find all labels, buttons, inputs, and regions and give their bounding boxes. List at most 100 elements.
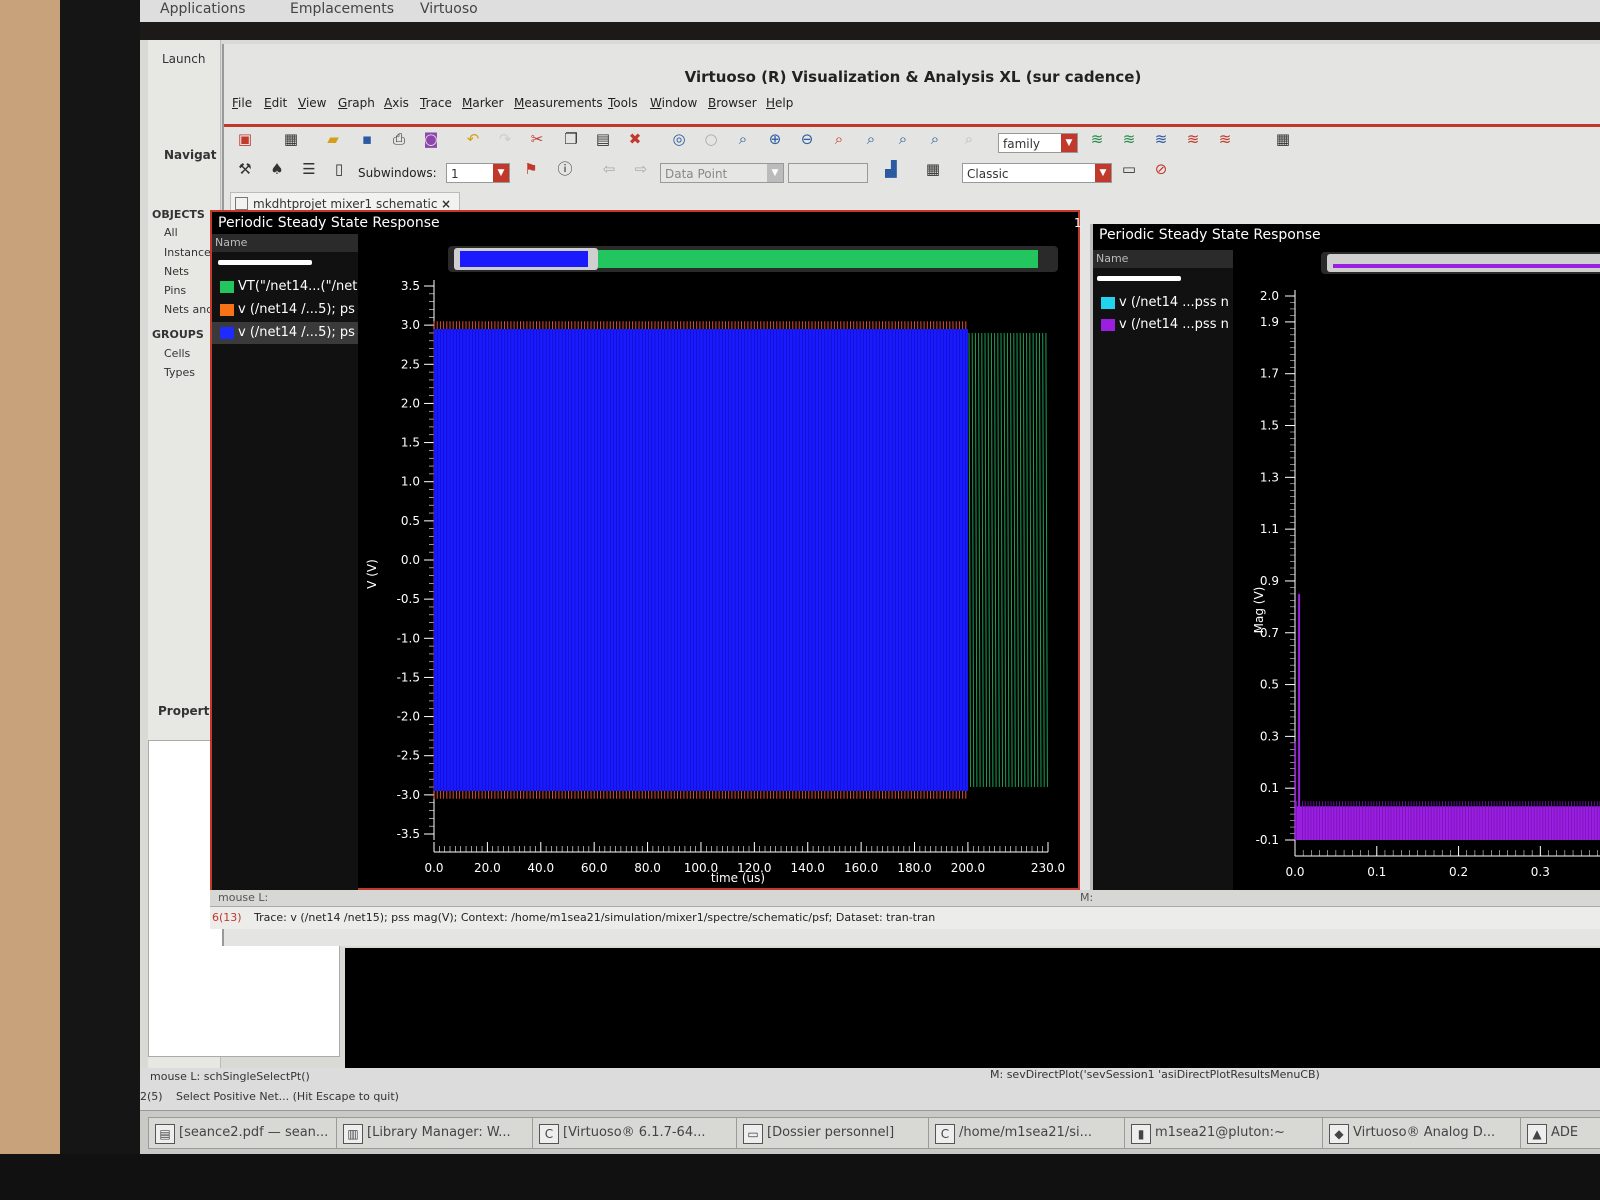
zoom-out-icon[interactable]: ⊖ xyxy=(800,130,814,148)
groups-item[interactable]: Cells xyxy=(164,347,191,360)
paste-icon[interactable]: ▤ xyxy=(595,130,611,148)
groups-item[interactable]: Types xyxy=(164,366,195,379)
zoom-x-icon[interactable]: ⌕ xyxy=(834,130,844,148)
legend-scrollbar[interactable] xyxy=(218,260,312,265)
taskbar-item[interactable]: C/home/m1sea21/si... xyxy=(928,1117,1148,1149)
legend-label: v (/net14 ...pss n xyxy=(1119,295,1229,310)
undo-icon[interactable]: ↶ xyxy=(466,130,480,148)
taskbar-item[interactable]: ▮ m1sea21@pluton:~ xyxy=(1124,1117,1346,1149)
groups-header[interactable]: GROUPS xyxy=(152,328,204,341)
schematic-canvas[interactable] xyxy=(345,948,1600,1070)
family-combo-value: family xyxy=(1003,137,1041,151)
plot-icon[interactable]: ≋ xyxy=(1186,130,1200,148)
zoom-disabled-icon[interactable]: ⌕ xyxy=(964,130,974,148)
composite-icon[interactable]: ≋ xyxy=(1122,130,1136,148)
wand-icon[interactable]: ⚒ xyxy=(238,160,252,178)
calculator-icon[interactable]: ▦ xyxy=(925,160,941,178)
subwindows-combo[interactable]: 1 ▼ xyxy=(446,163,510,183)
flag-icon[interactable]: ⚑ xyxy=(524,160,538,178)
vertical-split-icon[interactable]: ▯ xyxy=(334,160,344,178)
objects-item[interactable]: Pins xyxy=(164,284,187,297)
back-icon[interactable]: ⇦ xyxy=(602,160,616,178)
zoom-xy-icon[interactable]: ⌕ xyxy=(930,130,940,148)
zoom-circle-icon[interactable]: ○ xyxy=(704,130,718,148)
forward-icon[interactable]: ⇨ xyxy=(634,160,648,178)
menu-tools[interactable]: Tools xyxy=(608,96,638,110)
plot2-icon[interactable]: ≋ xyxy=(1218,130,1232,148)
waveform-icon[interactable]: ◙ xyxy=(423,130,439,148)
pss-mag-chart[interactable]: 2.0 1.9 1.7 1.5 1.3 1.1 0.9 0.7 0.5 0.3 0.1 -0.1 0.0… xyxy=(1233,250,1600,894)
cards-icon[interactable]: ♠ xyxy=(270,160,284,178)
status-m: M: sevDirectPlot('sevSession1 'asiDirect… xyxy=(990,1068,1320,1081)
menu-view[interactable]: View xyxy=(298,96,327,110)
cadence-icon: C xyxy=(935,1124,955,1144)
family-combo[interactable]: family ▼ xyxy=(998,133,1078,153)
copy-icon[interactable]: ❐ xyxy=(564,130,578,148)
menu-edit[interactable]: Edit xyxy=(264,96,288,110)
zoom-in-icon[interactable]: ⊕ xyxy=(768,130,782,148)
places-menu[interactable]: Emplacements xyxy=(290,1,395,17)
data-point-combo[interactable]: Data Point ▼ xyxy=(660,163,784,183)
menu-file[interactable]: File xyxy=(232,96,253,110)
objects-item[interactable]: Nets and xyxy=(164,303,214,316)
taskbar-item[interactable]: C [Virtuoso® 6.1.7-64... xyxy=(532,1117,760,1149)
menu-graph[interactable]: Graph xyxy=(338,96,375,110)
menu-marker[interactable]: Marker xyxy=(462,96,504,110)
menu-window[interactable]: Window xyxy=(650,96,698,110)
graph-icon[interactable]: ≋ xyxy=(1154,130,1168,148)
taskbar-item[interactable]: ◆ Virtuoso® Analog D... xyxy=(1322,1117,1544,1149)
taskbar-item[interactable]: ▭ [Dossier personnel] xyxy=(736,1117,952,1149)
subwindow-1[interactable]: Periodic Steady State Response 1 Name VT… xyxy=(210,210,1082,894)
zoom-box-icon[interactable]: ⌕ xyxy=(898,130,908,148)
zoom-y-icon[interactable]: ⌕ xyxy=(866,130,876,148)
zoom-area-icon[interactable]: ⌕ xyxy=(738,130,748,148)
histogram-icon[interactable]: ▟ xyxy=(885,160,897,178)
open-folder-icon[interactable]: ▰ xyxy=(327,130,339,148)
applications-menu[interactable]: Applications xyxy=(160,1,246,17)
grid-icon[interactable]: ▦ xyxy=(1275,130,1291,148)
legend-item[interactable]: VT("/net14...("/net xyxy=(212,276,358,298)
print-icon[interactable]: ⎙ xyxy=(392,130,405,148)
delete-icon[interactable]: ✖ xyxy=(628,130,642,148)
objects-header[interactable]: OBJECTS xyxy=(152,208,205,221)
menu-axis[interactable]: Axis xyxy=(384,96,409,110)
strip-icon[interactable]: ≋ xyxy=(1090,130,1104,148)
legend-swatch xyxy=(1101,297,1115,309)
virtuoso-app-menu[interactable]: Virtuoso xyxy=(420,1,478,17)
classic-combo[interactable]: Classic ▼ xyxy=(962,163,1112,183)
menu-browser[interactable]: Browser xyxy=(708,96,757,110)
menu-trace[interactable]: Trace xyxy=(420,96,452,110)
menu-help[interactable]: Help xyxy=(766,96,794,110)
cut-icon[interactable]: ✂ xyxy=(530,130,544,148)
subwindow-2[interactable]: Periodic Steady State Response Name v (/… xyxy=(1090,224,1600,894)
new-window-icon[interactable]: ▣ xyxy=(237,130,253,148)
pss-time-chart[interactable]: 3.5 3.0 2.5 2.0 1.5 1.0 0.5 0.0 -0.5 -1.0 -1.5 -2.0… xyxy=(358,234,1076,888)
legend-item[interactable]: v (/net14 /...5); ps xyxy=(212,322,358,344)
taskbar-item[interactable]: ▤ [seance2.pdf — sean... xyxy=(148,1117,360,1149)
info-icon[interactable]: ⓘ xyxy=(557,160,573,178)
objects-item[interactable]: All xyxy=(164,226,178,239)
schematic-status-bar: mouse L: schSingleSelectPt() M: sevDirec… xyxy=(140,1068,1600,1110)
horizontal-split-icon[interactable]: ☰ xyxy=(302,160,316,178)
menu-measurements[interactable]: Measurements xyxy=(514,96,603,110)
data-point-field[interactable] xyxy=(788,163,868,183)
legend-item[interactable]: v (/net14 ...pss n xyxy=(1093,292,1233,314)
taskbar-item[interactable]: ▲ ADE xyxy=(1520,1117,1600,1149)
layout-icon[interactable]: ▦ xyxy=(283,130,299,148)
objects-item[interactable]: Instances xyxy=(164,246,217,259)
legend-item[interactable]: v (/net14 /...5); ps xyxy=(212,299,358,321)
close-icon[interactable]: × xyxy=(440,197,451,211)
legend-scrollbar[interactable] xyxy=(1097,276,1181,281)
remove-window-icon[interactable]: ⊘ xyxy=(1154,160,1168,178)
save-icon[interactable]: ▪ xyxy=(361,130,373,148)
objects-item[interactable]: Nets xyxy=(164,265,190,278)
taskbar-item[interactable]: ▥ [Library Manager: W... xyxy=(336,1117,556,1149)
window-icon[interactable]: ▭ xyxy=(1121,160,1137,178)
redo-icon[interactable]: ↷ xyxy=(498,130,512,148)
legend-swatch xyxy=(220,304,234,316)
y-axis-label: V (V) xyxy=(365,559,379,589)
legend-item[interactable]: v (/net14 ...pss n xyxy=(1093,314,1233,336)
launch-menu[interactable]: Launch xyxy=(162,52,206,66)
folder-icon: ▭ xyxy=(743,1124,763,1144)
zoom-fit-icon[interactable]: ◎ xyxy=(672,130,686,148)
